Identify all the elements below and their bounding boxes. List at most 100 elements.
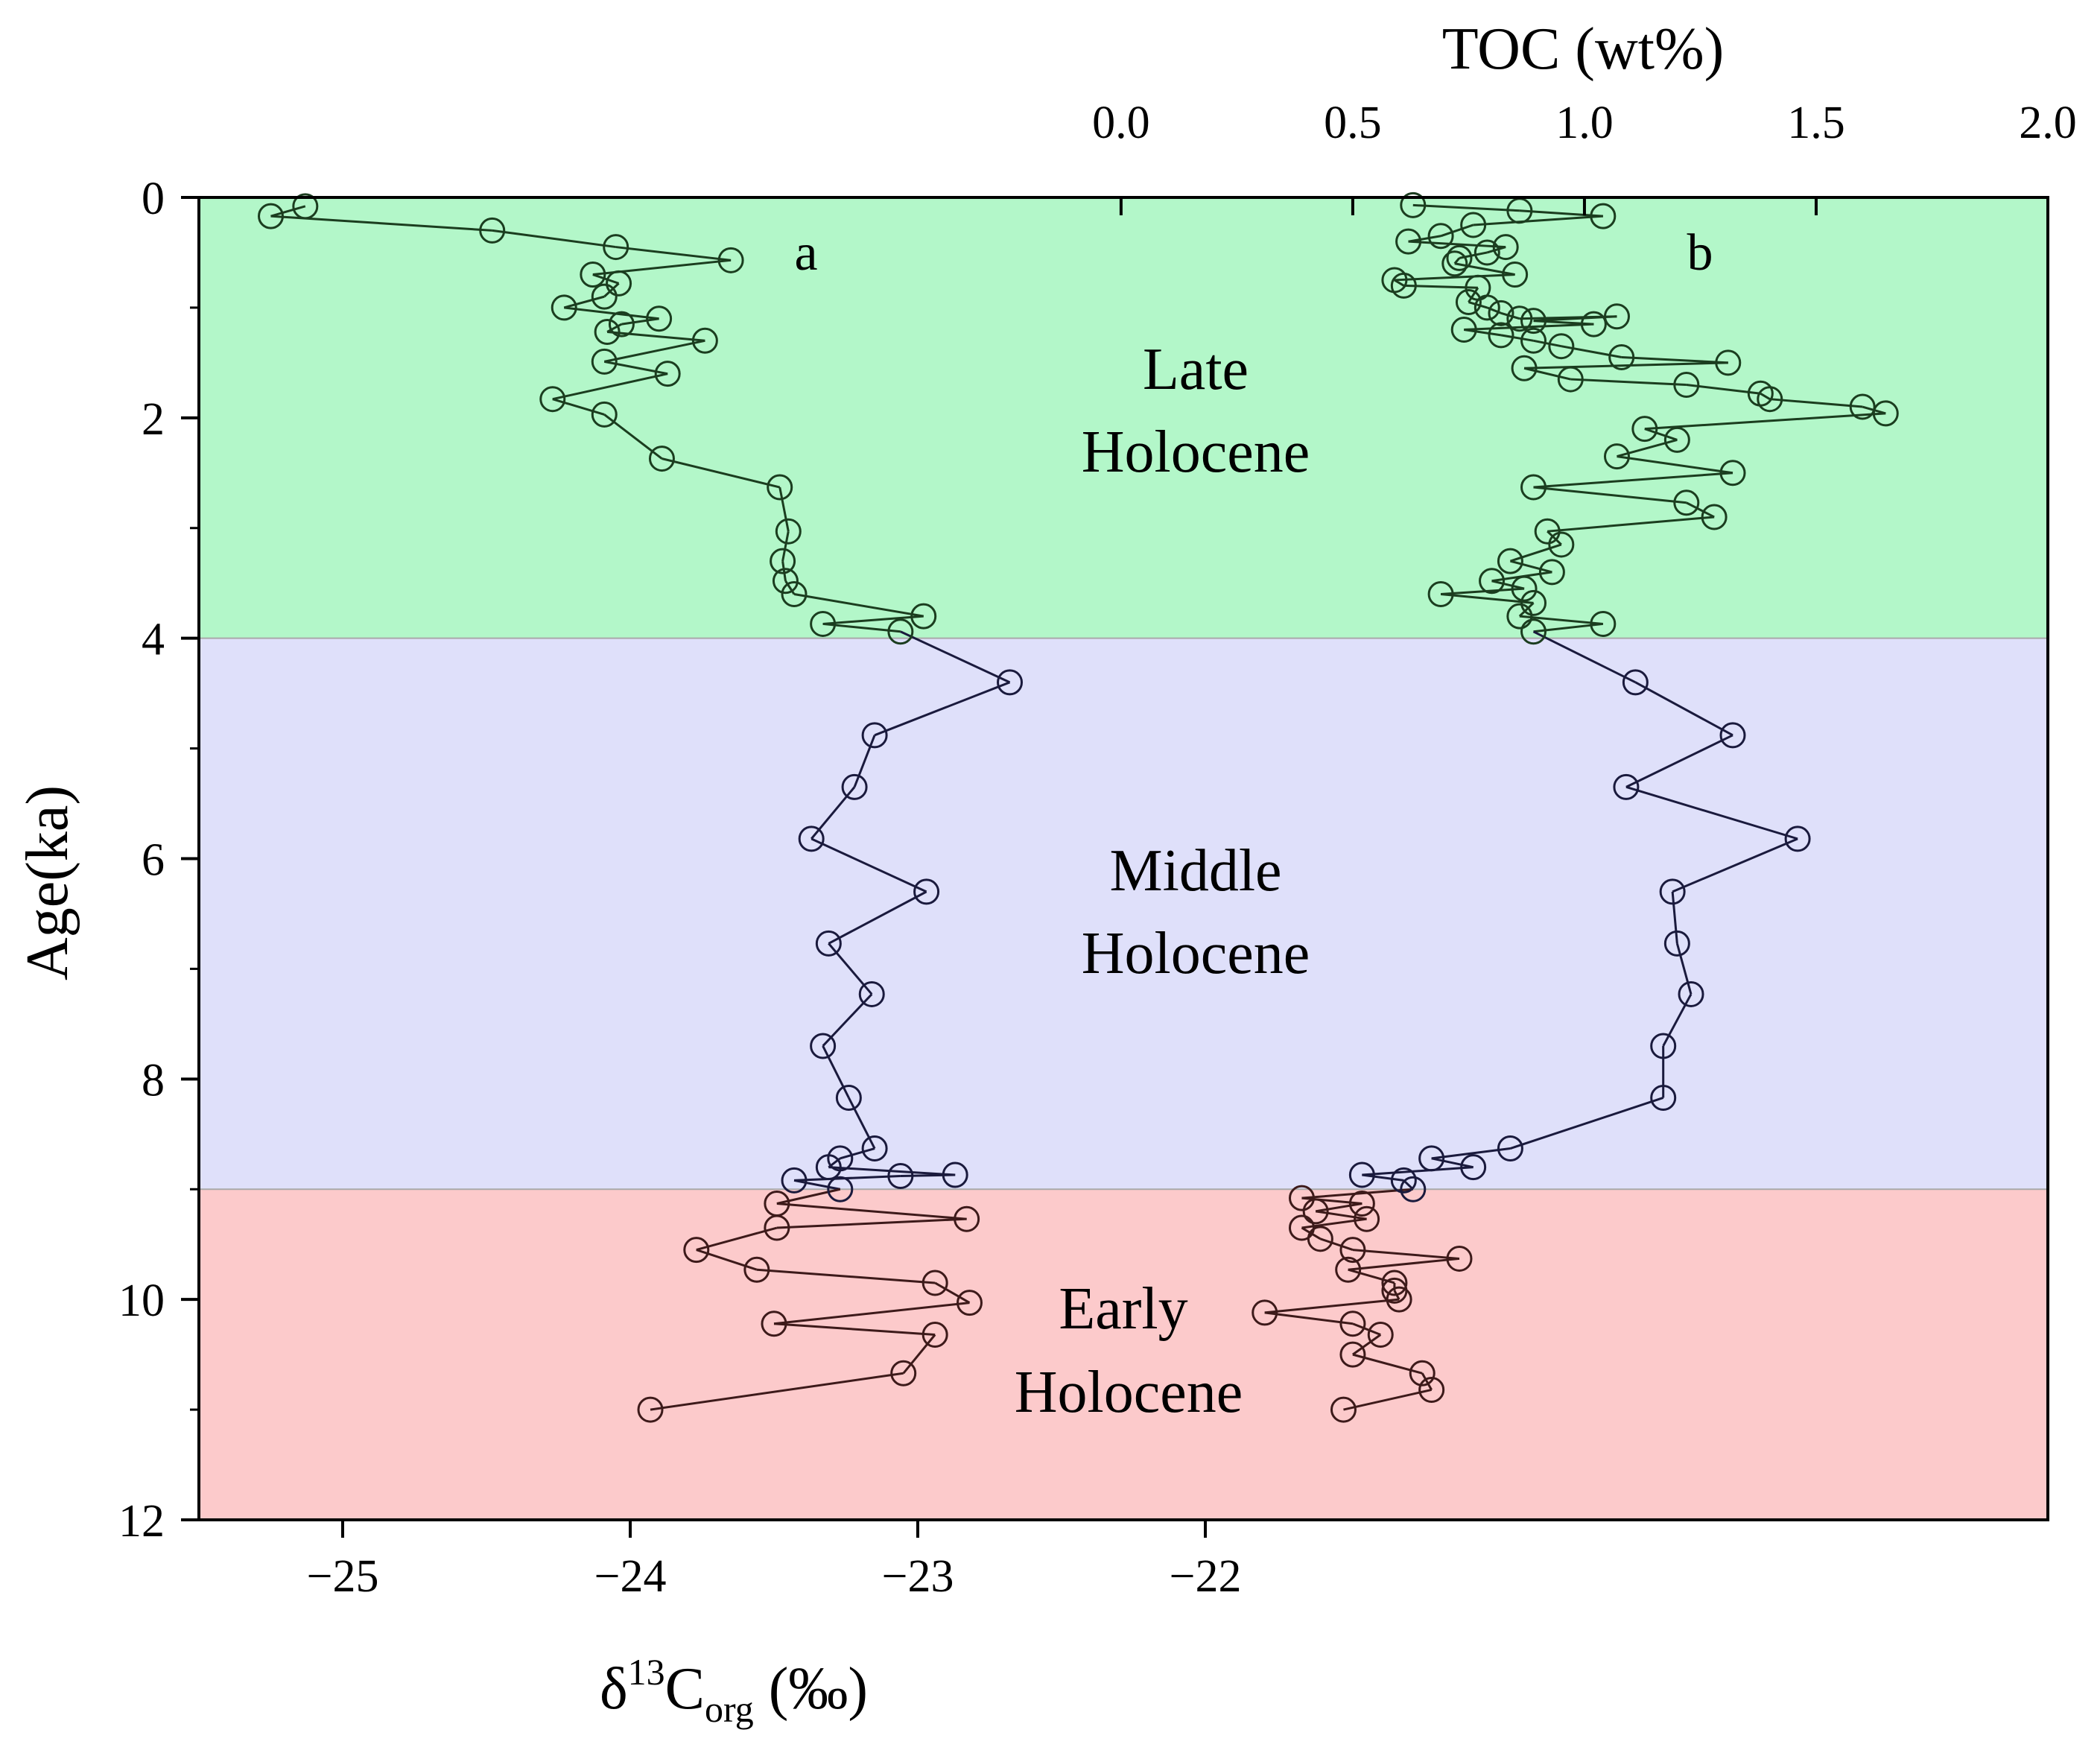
toc-segment bbox=[1509, 1097, 1664, 1150]
toc-point bbox=[1650, 1084, 1677, 1111]
bottom-tick-label: −24 bbox=[594, 1551, 667, 1602]
d13c-point bbox=[591, 283, 618, 310]
band-label-early-line1: Early bbox=[1059, 1276, 1187, 1342]
toc-segment bbox=[1362, 1166, 1474, 1176]
toc-point bbox=[1339, 1341, 1366, 1368]
d13c-segment bbox=[822, 615, 924, 625]
d13c-segment bbox=[840, 1147, 875, 1160]
toc-segment bbox=[1352, 1334, 1382, 1356]
toc-point bbox=[1608, 343, 1635, 370]
d13c-point bbox=[798, 825, 825, 852]
toc-segment bbox=[1348, 1257, 1460, 1271]
bottom-axis-title: δ13Corg (‰) bbox=[600, 1651, 868, 1730]
top-axis-title: TOC (wt%) bbox=[1442, 16, 1724, 82]
d13c-point bbox=[637, 1396, 664, 1423]
d13c-segment bbox=[784, 580, 796, 595]
d13c-point bbox=[997, 669, 1024, 696]
d13c-point bbox=[551, 294, 577, 321]
d13c-point bbox=[648, 446, 675, 472]
toc-point bbox=[1590, 203, 1617, 229]
bottom-axis-title-sub: org bbox=[705, 1688, 754, 1730]
toc-point bbox=[1663, 930, 1690, 957]
toc-point bbox=[1446, 244, 1473, 271]
toc-segment bbox=[1634, 681, 1733, 737]
d13c-point bbox=[887, 1163, 914, 1189]
toc-point bbox=[1502, 262, 1529, 288]
d13c-segment bbox=[603, 339, 705, 363]
toc-segment bbox=[1625, 785, 1798, 840]
y-tick-label: 8 bbox=[142, 1055, 165, 1106]
toc-point bbox=[1673, 371, 1700, 398]
d13c-segment bbox=[773, 1322, 936, 1336]
d13c-point bbox=[594, 318, 621, 345]
toc-point bbox=[1650, 1033, 1677, 1059]
toc-segment bbox=[1510, 560, 1552, 574]
d13c-segment bbox=[793, 593, 924, 618]
toc-segment bbox=[1644, 428, 1678, 441]
y-tick-label: 12 bbox=[118, 1496, 165, 1547]
toc-point bbox=[1427, 581, 1454, 607]
toc-point bbox=[1534, 518, 1561, 545]
band-label-late-line2: Holocene bbox=[1082, 419, 1310, 485]
toc-point bbox=[1381, 1270, 1408, 1296]
y-tick-label: 6 bbox=[142, 835, 165, 886]
d13c-segment bbox=[270, 205, 306, 218]
toc-segment bbox=[1760, 393, 1771, 400]
toc-segment bbox=[1533, 339, 1562, 348]
d13c-segment bbox=[828, 890, 927, 945]
toc-segment bbox=[1431, 1147, 1511, 1160]
d13c-point bbox=[775, 518, 802, 545]
bottom-tick-label: −22 bbox=[1170, 1551, 1242, 1602]
toc-point bbox=[1715, 349, 1742, 376]
d13c-point bbox=[292, 193, 319, 220]
d13c-point bbox=[858, 980, 885, 1007]
toc-segment bbox=[1518, 602, 1535, 618]
top-tick-label: 1.0 bbox=[1555, 98, 1614, 148]
toc-segment bbox=[1440, 224, 1474, 238]
d13c-point bbox=[815, 1154, 842, 1181]
d13c-point bbox=[921, 1270, 948, 1296]
toc-segment bbox=[1441, 587, 1525, 595]
toc-point bbox=[1590, 610, 1617, 637]
d13c-segment bbox=[828, 1166, 956, 1176]
toc-segment bbox=[1686, 501, 1715, 519]
toc-point bbox=[1520, 308, 1547, 335]
toc-point bbox=[1409, 1360, 1436, 1386]
toc-point bbox=[1520, 327, 1547, 354]
d13c-segment bbox=[563, 295, 605, 309]
toc-segment bbox=[1315, 1202, 1363, 1213]
toc-point bbox=[1719, 460, 1746, 487]
band-label-early-line2: Holocene bbox=[1015, 1360, 1243, 1425]
toc-point bbox=[1538, 559, 1565, 586]
toc-segment bbox=[1519, 209, 1603, 218]
toc-point bbox=[1506, 305, 1533, 332]
d13c-segment bbox=[603, 282, 620, 298]
d13c-segment bbox=[662, 457, 781, 489]
d13c-segment bbox=[902, 1334, 936, 1375]
toc-point bbox=[1418, 1145, 1445, 1172]
toc-segment bbox=[1671, 891, 1678, 944]
d13c-segment bbox=[900, 1173, 956, 1177]
toc-segment bbox=[1625, 734, 1733, 788]
toc-point bbox=[1400, 191, 1427, 218]
d13c-segment bbox=[773, 1302, 970, 1325]
band-label-middle-line1: Middle bbox=[1109, 838, 1281, 904]
toc-point bbox=[1400, 1176, 1427, 1202]
toc-point bbox=[1497, 548, 1523, 574]
toc-segment bbox=[1463, 329, 1502, 337]
toc-point bbox=[1367, 1322, 1394, 1348]
toc-point bbox=[1427, 223, 1454, 250]
band-label-middle-line2: Holocene bbox=[1082, 921, 1310, 986]
d13c-point bbox=[781, 581, 808, 607]
toc-point bbox=[1339, 1310, 1366, 1337]
d13c-point bbox=[890, 1360, 917, 1386]
d13c-point bbox=[913, 878, 940, 905]
d13c-segment bbox=[793, 1175, 901, 1182]
top-tick-label: 1.5 bbox=[1787, 98, 1845, 148]
d13c-segment bbox=[606, 330, 705, 342]
d13c-segment bbox=[696, 1249, 758, 1271]
holocene-bands bbox=[199, 197, 2048, 1520]
d13c-point bbox=[921, 1322, 948, 1348]
y-tick-label: 4 bbox=[142, 615, 165, 665]
